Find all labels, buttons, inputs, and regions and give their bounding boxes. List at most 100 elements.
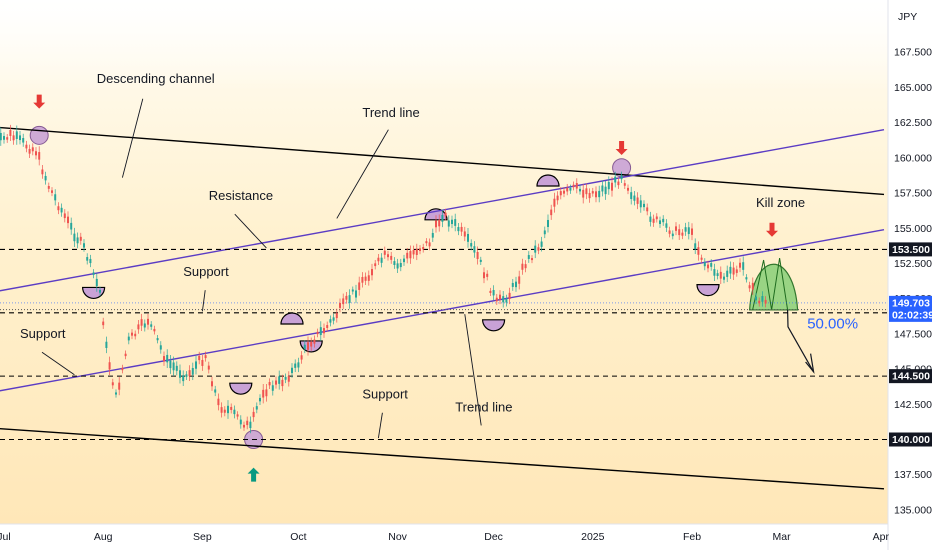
- price-candle-body: [134, 333, 137, 337]
- price-candle-body: [761, 296, 764, 302]
- price-candle-body: [435, 220, 437, 228]
- price-candle-body: [739, 262, 741, 268]
- price-candle-body: [271, 385, 274, 391]
- price-candle-body: [335, 313, 338, 319]
- price-candle-body: [646, 207, 649, 212]
- price-candle-body: [390, 255, 393, 260]
- price-candle-body: [438, 219, 441, 227]
- price-candle-body: [143, 323, 146, 328]
- price-candle-body: [179, 370, 181, 378]
- price-candle-body: [399, 262, 402, 268]
- price-candle-body: [508, 292, 511, 300]
- price-candle-body: [553, 198, 556, 207]
- price-candle-body: [575, 183, 578, 189]
- price-candle-body: [316, 331, 319, 335]
- price-candle-body: [198, 355, 201, 361]
- price-candle-body: [57, 206, 60, 211]
- x-tick-label-1: Aug: [94, 531, 113, 543]
- price-candle-body: [111, 382, 114, 386]
- price-candle-body: [214, 389, 217, 393]
- price-candle-body: [255, 406, 258, 410]
- y-tick-label-7: 152.500: [894, 258, 932, 270]
- price-candle-body: [211, 381, 213, 387]
- price-candle-body: [489, 290, 492, 293]
- price-candle-body: [511, 282, 514, 287]
- price-candle-body: [137, 324, 140, 330]
- price-candle-body: [124, 353, 127, 357]
- level-axis-label-2-bg: [889, 369, 932, 384]
- arrow-up-marker-3: [247, 467, 260, 482]
- annotation-pointer-3: [201, 290, 206, 312]
- price-candle-body: [543, 230, 546, 235]
- price-candle-body: [60, 207, 63, 213]
- price-candle-body: [217, 398, 220, 406]
- price-candle-body: [764, 299, 767, 304]
- price-candle-body: [294, 363, 297, 368]
- price-candle-body: [687, 227, 690, 235]
- price-candle-body: [185, 374, 188, 377]
- price-candle-body: [678, 229, 681, 236]
- price-candle-body: [425, 241, 428, 244]
- price-candle-body: [95, 278, 98, 287]
- price-candle-body: [249, 421, 252, 429]
- price-candle-body: [163, 356, 165, 362]
- price-candle-body: [716, 273, 719, 276]
- price-candle-body: [694, 243, 697, 250]
- price-candle-body: [89, 258, 92, 264]
- x-tick-label-0: Jul: [0, 531, 11, 543]
- level-axis-label-3-bg: [889, 432, 932, 447]
- price-candle-body: [339, 302, 341, 308]
- currency-label[interactable]: JPY: [898, 11, 917, 23]
- touch-arc-7: [696, 284, 720, 297]
- price-candle-body: [467, 233, 469, 242]
- price-candle-body: [79, 236, 82, 241]
- price-candle-body: [566, 187, 569, 192]
- price-candle-body: [300, 355, 303, 360]
- price-candle-body: [598, 190, 601, 198]
- price-candle-body: [345, 295, 348, 300]
- price-candle-body: [342, 298, 345, 305]
- price-candle-body: [326, 325, 329, 328]
- price-candle-body: [188, 370, 191, 377]
- price-candle-body: [406, 252, 409, 259]
- touch-arc-6: [536, 174, 560, 187]
- price-candle-body: [348, 295, 351, 303]
- price-candle-body: [659, 220, 661, 225]
- annotations: Descending channel Trend line Resistance Su…: [20, 71, 858, 439]
- price-candle-body: [751, 282, 754, 290]
- price-candle-body: [441, 214, 444, 222]
- price-candle-body: [15, 131, 18, 139]
- projection-path: [787, 309, 815, 373]
- price-candle-body: [540, 241, 543, 247]
- current-price-axis-label-sub: 02:02:39: [892, 309, 932, 321]
- x-tick-label-2: Sep: [193, 531, 212, 543]
- price-candle-body: [92, 272, 95, 275]
- price-candle-body: [655, 216, 658, 220]
- price-candle-body: [3, 136, 5, 140]
- price-candle-body: [614, 176, 617, 183]
- upper-trend-line: [0, 129, 885, 292]
- price-candle-body: [486, 273, 489, 277]
- price-candle-body: [252, 411, 255, 418]
- price-candle-body: [591, 191, 594, 194]
- price-candle-body: [409, 251, 412, 259]
- price-candle-body: [22, 138, 25, 143]
- price-candle-body: [323, 328, 325, 334]
- price-candle-body: [262, 389, 265, 398]
- price-candle-body: [569, 187, 572, 191]
- price-candle-body: [473, 246, 476, 253]
- price-candle-body: [83, 243, 85, 248]
- price-candle-body: [745, 277, 748, 280]
- annotation-pointer-6: [464, 314, 482, 426]
- price-candle-body: [451, 219, 453, 225]
- time-axis-background: [0, 524, 932, 550]
- x-tick-label-4: Nov: [388, 531, 407, 543]
- price-candle-body: [649, 216, 652, 222]
- price-candle-body: [419, 248, 421, 251]
- price-candle-body: [537, 247, 540, 251]
- price-candle-body: [374, 263, 377, 267]
- price-candle-body: [623, 183, 626, 186]
- price-candle-body: [393, 261, 396, 265]
- price-candle-body: [268, 382, 271, 386]
